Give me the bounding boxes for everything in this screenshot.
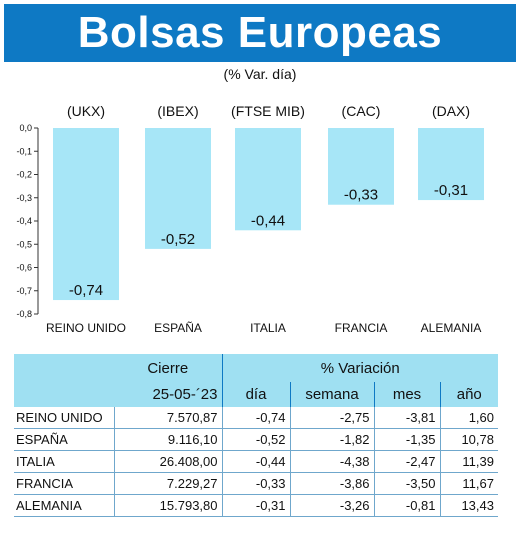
cell-name: ESPAÑA: [14, 428, 114, 451]
cell-ano: 13,43: [439, 494, 498, 517]
cell-dia: -0,33: [221, 472, 290, 495]
bar-index-label: (IBEX): [157, 103, 198, 119]
bar-index-label: (UKX): [67, 103, 105, 119]
y-tick-label: -0,8: [16, 309, 32, 319]
cell-semana: -3,86: [289, 472, 374, 495]
table-row: ESPAÑA 9.116,10 -0,52 -1,82 -1,35 10,78: [14, 428, 498, 451]
bar: [53, 128, 119, 301]
y-tick-label: 0,0: [19, 123, 32, 133]
header-semana: semana: [289, 382, 374, 407]
cell-cierre: 26.408,00: [113, 450, 222, 473]
cell-mes: -0,81: [373, 494, 440, 517]
x-tick-label: ESPAÑA: [154, 321, 202, 335]
header-dia: día: [221, 382, 290, 407]
cell-semana: -1,82: [289, 428, 374, 451]
table-row: FRANCIA 7.229,27 -0,33 -3,86 -3,50 11,67: [14, 472, 498, 495]
header-mes: mes: [373, 382, 440, 407]
cell-dia: -0,52: [221, 428, 290, 451]
table-subheader-row: 25-05-´23 día semana mes año: [14, 382, 498, 407]
cell-semana: -3,26: [289, 494, 374, 517]
cell-semana: -2,75: [289, 407, 374, 429]
cell-cierre: 9.116,10: [113, 428, 222, 451]
cell-mes: -3,81: [373, 407, 440, 429]
cell-ano: 11,39: [439, 450, 498, 473]
cell-ano: 11,67: [439, 472, 498, 495]
table-row: ITALIA 26.408,00 -0,44 -4,38 -2,47 11,39: [14, 450, 498, 473]
chart-subtitle: (% Var. día): [223, 66, 297, 82]
cell-name: FRANCIA: [14, 472, 114, 495]
bar-value-label: -0,44: [251, 212, 285, 229]
bar-index-label: (FTSE MIB): [231, 103, 305, 119]
page-title: Bolsas Europeas: [77, 8, 443, 57]
bar: [418, 128, 484, 201]
cell-mes: -2,47: [373, 450, 440, 473]
x-tick-label: ITALIA: [250, 321, 286, 335]
title-banner: Bolsas Europeas: [4, 4, 516, 62]
bar: [328, 128, 394, 205]
header-spacer: [14, 354, 114, 382]
bar-value-label: -0,74: [69, 282, 103, 299]
y-tick-label: -0,6: [16, 263, 32, 273]
header-date: 25-05-´23: [114, 382, 222, 407]
cell-name: ALEMANIA: [14, 494, 114, 517]
cell-mes: -1,35: [373, 428, 440, 451]
y-tick-label: -0,1: [16, 146, 32, 156]
bar: [235, 128, 301, 231]
table-row: REINO UNIDO 7.570,87 -0,74 -2,75 -3,81 1,60: [14, 407, 498, 429]
x-tick-label: REINO UNIDO: [46, 321, 126, 335]
bar-value-label: -0,31: [434, 182, 468, 199]
subheader-spacer: [14, 382, 114, 407]
cell-cierre: 7.570,87: [113, 407, 222, 429]
cell-cierre: 15.793,80: [113, 494, 222, 517]
table-row: ALEMANIA 15.793,80 -0,31 -3,26 -0,81 13,43: [14, 494, 498, 517]
cell-dia: -0,74: [221, 407, 290, 429]
bar-index-label: (CAC): [342, 103, 381, 119]
y-tick-label: -0,5: [16, 239, 32, 249]
summary-table: Cierre % Variación 25-05-´23 día semana …: [14, 354, 498, 517]
bar: [145, 128, 211, 249]
bar-value-label: -0,33: [344, 187, 378, 204]
cell-cierre: 7.229,27: [113, 472, 222, 495]
cell-dia: -0,44: [221, 450, 290, 473]
y-tick-label: -0,2: [16, 170, 32, 180]
cell-ano: 10,78: [439, 428, 498, 451]
x-tick-label: ALEMANIA: [421, 321, 482, 335]
data-table: Cierre % Variación 25-05-´23 día semana …: [14, 354, 498, 517]
cell-name: ITALIA: [14, 450, 114, 473]
y-tick-label: -0,4: [16, 216, 32, 226]
y-tick-label: -0,3: [16, 193, 32, 203]
x-tick-label: FRANCIA: [335, 321, 388, 335]
bar-value-label: -0,52: [161, 231, 195, 248]
cell-semana: -4,38: [289, 450, 374, 473]
header-cierre: Cierre: [114, 354, 222, 382]
cell-dia: -0,31: [221, 494, 290, 517]
y-tick-label: -0,7: [16, 286, 32, 296]
table-header-row: Cierre % Variación: [14, 354, 498, 382]
cell-name: REINO UNIDO: [14, 407, 114, 429]
cell-mes: -3,50: [373, 472, 440, 495]
bar-index-label: (DAX): [432, 103, 470, 119]
header-ano: año: [439, 382, 498, 407]
header-variacion: % Variación: [221, 354, 498, 382]
cell-ano: 1,60: [439, 407, 498, 429]
bar-chart: 0,0 -0,1 -0,2 -0,3 -0,4 -0,5 -0,6 -0,7 -0,8 (UKX)…: [16, 103, 484, 335]
